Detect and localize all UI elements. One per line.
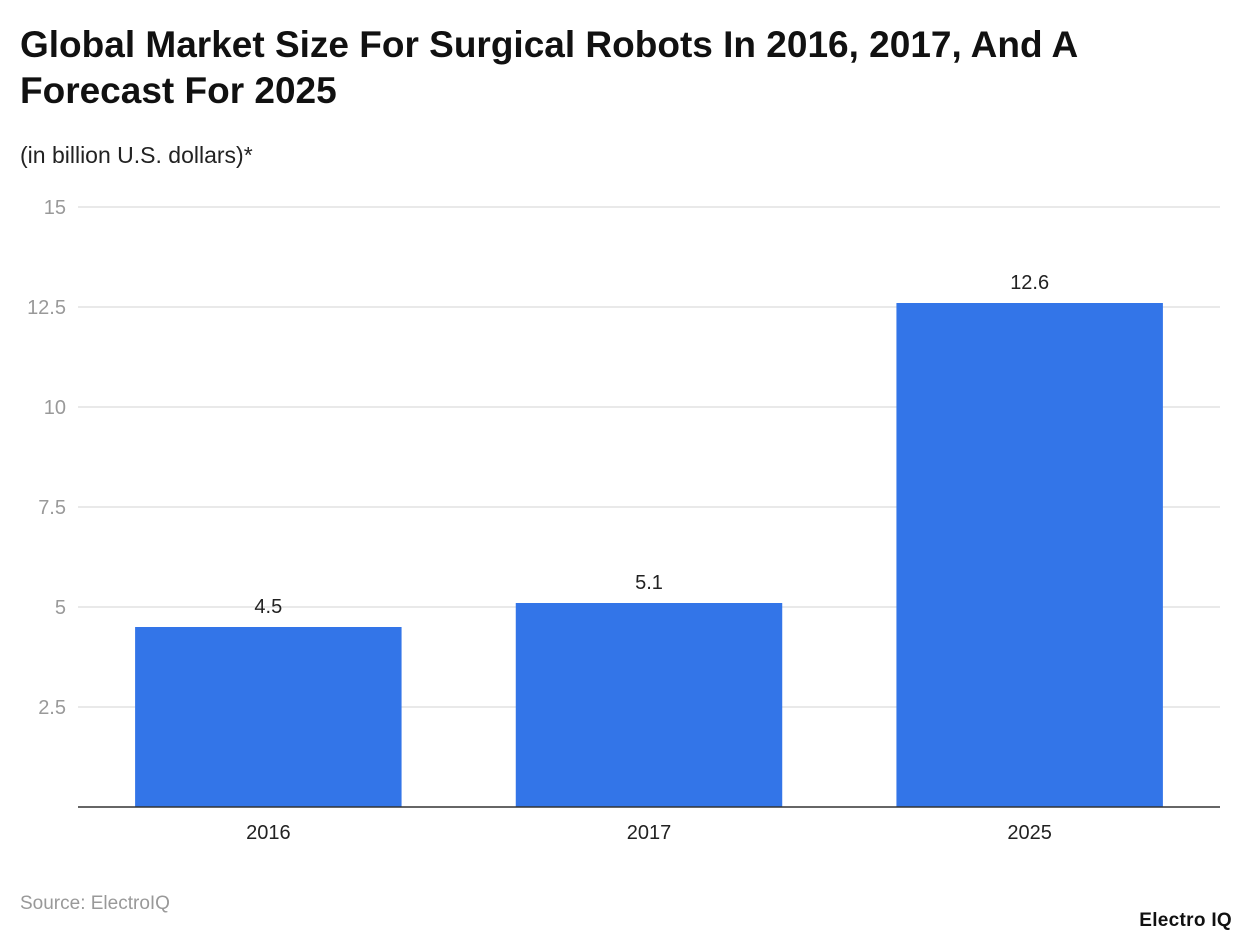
y-tick-label: 2.5 <box>38 697 66 719</box>
bar-2017 <box>515 603 783 807</box>
y-tick-label: 7.5 <box>38 497 66 519</box>
chart-title: Global Market Size For Surgical Robots I… <box>20 24 1077 111</box>
x-tick-label: 2016 <box>246 822 291 844</box>
y-tick-label: 15 <box>44 197 66 219</box>
bar-2025 <box>896 303 1163 807</box>
bar-2016 <box>135 627 402 807</box>
data-label: 12.6 <box>1010 272 1049 294</box>
data-label: 5.1 <box>635 572 663 594</box>
data-label: 4.5 <box>254 596 282 618</box>
y-tick-label: 10 <box>44 397 66 419</box>
x-tick-label: 2025 <box>1007 822 1052 844</box>
electroiq-logo: Electro IQ <box>1139 910 1232 931</box>
chart-subtitle: (in billion U.S. dollars)* <box>20 142 253 168</box>
x-tick-label: 2017 <box>627 822 672 844</box>
y-tick-label: 12.5 <box>27 297 66 319</box>
y-tick-label: 5 <box>55 597 66 619</box>
source-note: Source: ElectroIQ <box>20 893 170 914</box>
